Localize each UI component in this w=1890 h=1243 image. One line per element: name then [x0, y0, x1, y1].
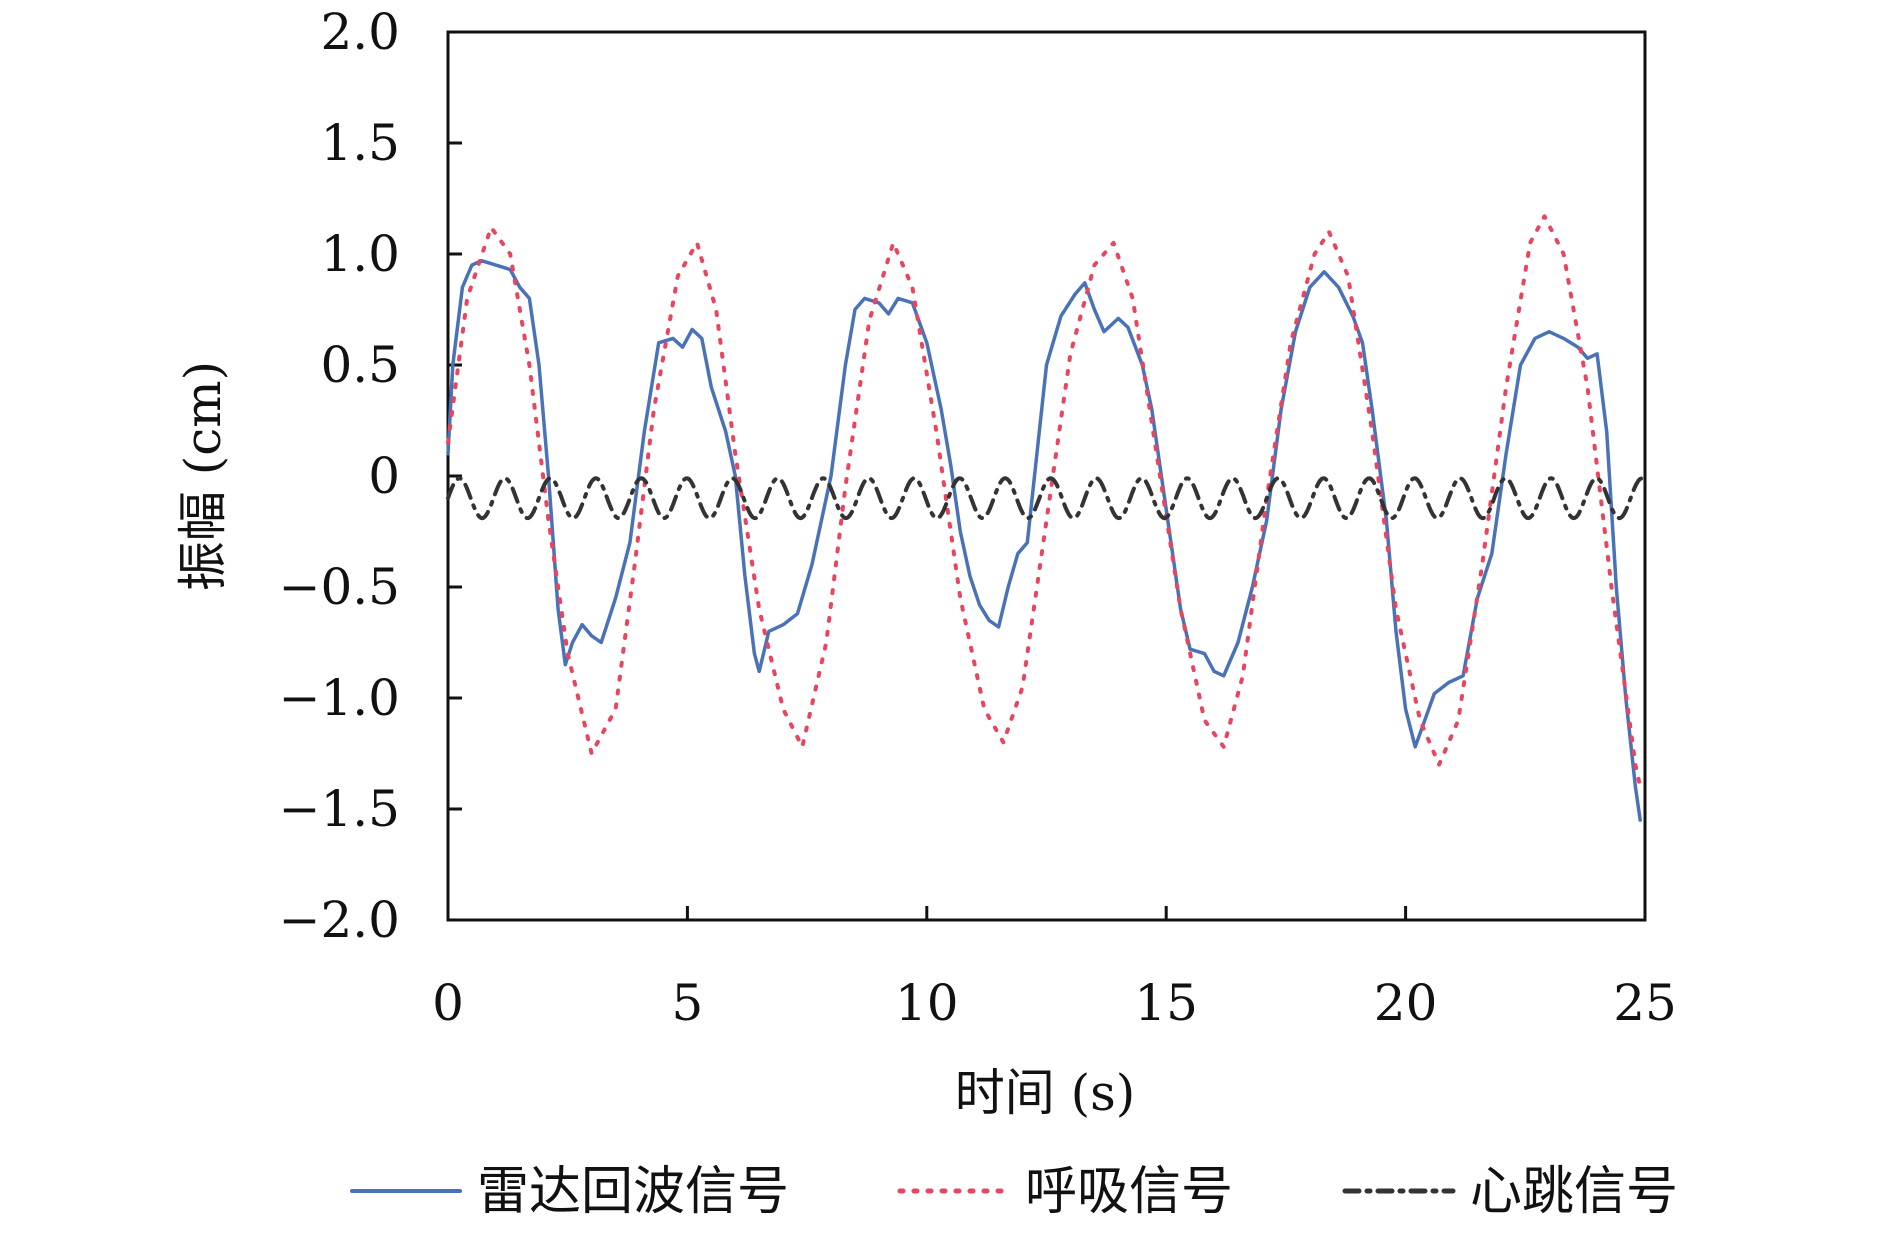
y-tick-label: −2.0 [279, 891, 400, 949]
y-tick-label: −1.5 [279, 780, 400, 838]
x-tick-label: 20 [1374, 974, 1438, 1032]
plot-frame [446, 30, 1647, 922]
x-tick-label: 15 [1134, 974, 1198, 1032]
x-tick-label: 0 [432, 974, 464, 1032]
y-tick-label: 0 [368, 447, 400, 505]
x-axis-ticks: 0 5 10 15 20 25 [432, 906, 1677, 1032]
y-tick-label: 1.0 [320, 225, 400, 283]
series-line-2 [446, 214, 1643, 789]
series-layer [446, 214, 1647, 822]
y-tick-label: −1.0 [279, 669, 400, 727]
y-tick-label: 1.5 [320, 114, 400, 172]
series-line-3 [446, 476, 1647, 521]
y-axis-title: 振幅 (cm) [174, 361, 232, 591]
y-tick-label: 0.5 [320, 336, 400, 394]
y-axis-ticks: 2.0 1.5 1.0 0.5 0 −0.5 −1.0 −1.5 −2.0 [279, 3, 462, 949]
legend-label-3: 心跳信号 [1470, 1162, 1678, 1222]
x-tick-label: 5 [671, 974, 703, 1032]
x-axis-title: 时间 (s) [955, 1064, 1136, 1122]
series-line-1 [446, 258, 1642, 822]
legend-label-2: 呼吸信号 [1025, 1162, 1233, 1222]
legend: 雷达回波信号 呼吸信号 心跳信号 [350, 1162, 1678, 1222]
y-tick-label: 2.0 [320, 3, 400, 61]
x-tick-label: 25 [1613, 974, 1677, 1032]
x-tick-label: 10 [895, 974, 959, 1032]
legend-label-1: 雷达回波信号 [477, 1162, 789, 1222]
y-tick-label: −0.5 [279, 558, 400, 616]
